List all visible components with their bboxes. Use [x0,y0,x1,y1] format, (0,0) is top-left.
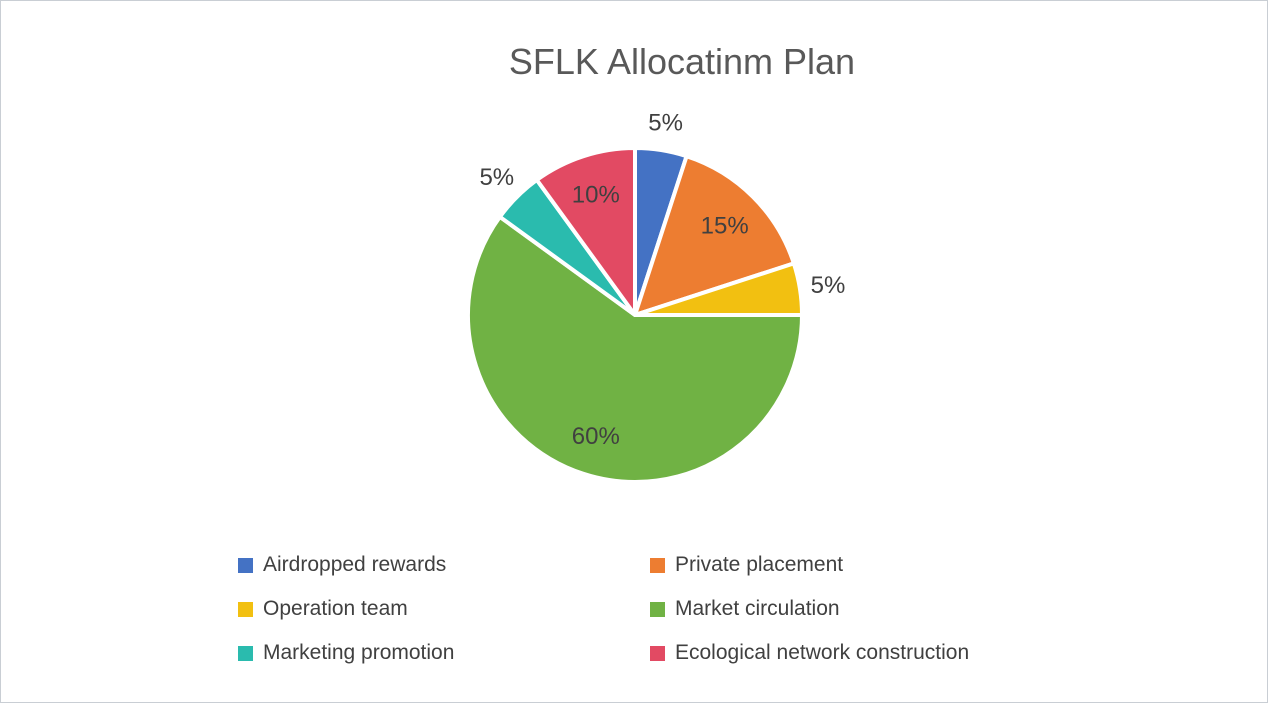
legend-label: Private placement [675,553,844,576]
legend-swatch-ecological-network-construction [650,645,665,661]
chart-legend: Airdropped rewards Private placement Opera… [238,551,969,667]
pie-slice-ecological-network-construction [534,146,637,317]
legend-swatch-operation-team [238,601,253,617]
pie-slice-market-circulation [466,214,804,484]
legend-swatch-airdropped-rewards [238,557,253,573]
legend-item-market-circulation: Market circulation [650,595,969,623]
pie-slice-label-operation-team: 5% [811,272,846,299]
legend-swatch-market-circulation [650,601,665,617]
legend-label: Market circulation [675,597,840,620]
legend-item-private-placement: Private placement [650,551,969,579]
legend-label: Marketing promotion [263,641,455,664]
legend-label: Airdropped rewards [263,553,447,576]
legend-label: Ecological network construction [675,641,970,664]
pie-slice-label-ecological-network-construction: 10% [572,182,620,209]
legend-label: Operation team [263,597,408,620]
legend-item-marketing-promotion: Marketing promotion [238,639,650,667]
pie-chart: 5% 15% 5% 60% 5% 10% [466,109,846,484]
pie-slice-label-marketing-promotion: 5% [479,164,514,191]
legend-item-operation-team: Operation team [238,595,650,623]
pie-slice-label-private-placement: 15% [701,213,749,240]
legend-item-ecological-network-construction: Ecological network construction [650,639,969,667]
pie-slice-label-market-circulation: 60% [572,423,620,450]
legend-swatch-marketing-promotion [238,645,253,661]
legend-swatch-private-placement [650,557,665,573]
chart-title: SFLK Allocatinm Plan [508,41,856,82]
pie-slice-label-airdropped-rewards: 5% [648,109,683,136]
legend-item-airdropped-rewards: Airdropped rewards [238,551,650,579]
